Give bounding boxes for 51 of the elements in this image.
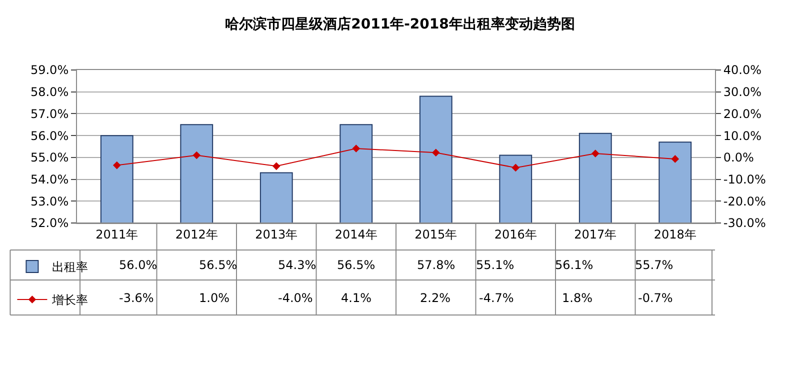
y-tick-label: 54.0%: [30, 172, 69, 186]
legend-label: 出租率: [52, 260, 88, 274]
y-tick-label: 55.0%: [30, 150, 69, 165]
y-tick-label: 58.0%: [30, 85, 69, 100]
x-tick-label: 2014年: [334, 227, 378, 242]
y2-tick-label: 0.0%: [723, 150, 754, 165]
data-label: 56.5%: [337, 258, 376, 272]
y2-tick-label: -10.0%: [723, 172, 766, 186]
point: [512, 164, 520, 172]
legend-label: 增长率: [51, 293, 88, 308]
data-label: 4.1%: [341, 291, 372, 305]
y2-tick-label: 30.0%: [723, 85, 762, 100]
data-label: -3.6%: [119, 291, 154, 305]
x-tick-label: 2015年: [414, 227, 458, 242]
data-label: 2.2%: [420, 291, 450, 305]
data-label: 54.3%: [278, 258, 316, 272]
data-label: 56.0%: [119, 258, 158, 272]
data-label: -4.7%: [479, 291, 514, 305]
y-tick-label: 53.0%: [30, 194, 69, 208]
x-tick-label: 2013年: [255, 227, 298, 242]
y2-tick-label: -30.0%: [723, 216, 766, 230]
point: [352, 144, 360, 152]
data-label: 56.1%: [555, 258, 594, 272]
point: [591, 150, 600, 158]
y2-tick-label: 10.0%: [723, 128, 762, 143]
point: [432, 148, 440, 157]
point: [671, 155, 680, 163]
y2-tick-label: -20.0%: [723, 194, 766, 208]
point: [192, 151, 201, 160]
point: [112, 161, 121, 170]
data-label: -4.0%: [278, 291, 313, 305]
data-label: 56.5%: [199, 258, 238, 272]
data-label: 1.8%: [562, 291, 592, 305]
chart-title: 哈尔滨市四星级酒店2011年-2018年出租率变动趋势图: [225, 15, 575, 32]
x-tick-label: 2012年: [175, 227, 218, 242]
x-tick-label: 2017年: [574, 227, 617, 242]
y-tick-label: 59.0%: [30, 63, 69, 78]
y2-tick-label: 20.0%: [723, 106, 762, 121]
data-label: -0.7%: [638, 291, 673, 305]
x-tick-label: 2018年: [654, 227, 696, 242]
x-tick-label: 2011年: [96, 227, 138, 242]
y2-tick-label: 40.0%: [723, 63, 762, 78]
point: [272, 162, 280, 170]
data-label: 55.7%: [635, 258, 674, 272]
data-label: 1.0%: [199, 291, 230, 305]
data-label: 57.8%: [417, 258, 456, 272]
data-label: 55.1%: [476, 258, 514, 272]
y-tick-label: 56.0%: [30, 128, 69, 143]
x-tick-label: 2016年: [494, 227, 537, 242]
y-tick-label: 52.0%: [30, 216, 69, 230]
y-tick-label: 57.0%: [30, 106, 69, 121]
